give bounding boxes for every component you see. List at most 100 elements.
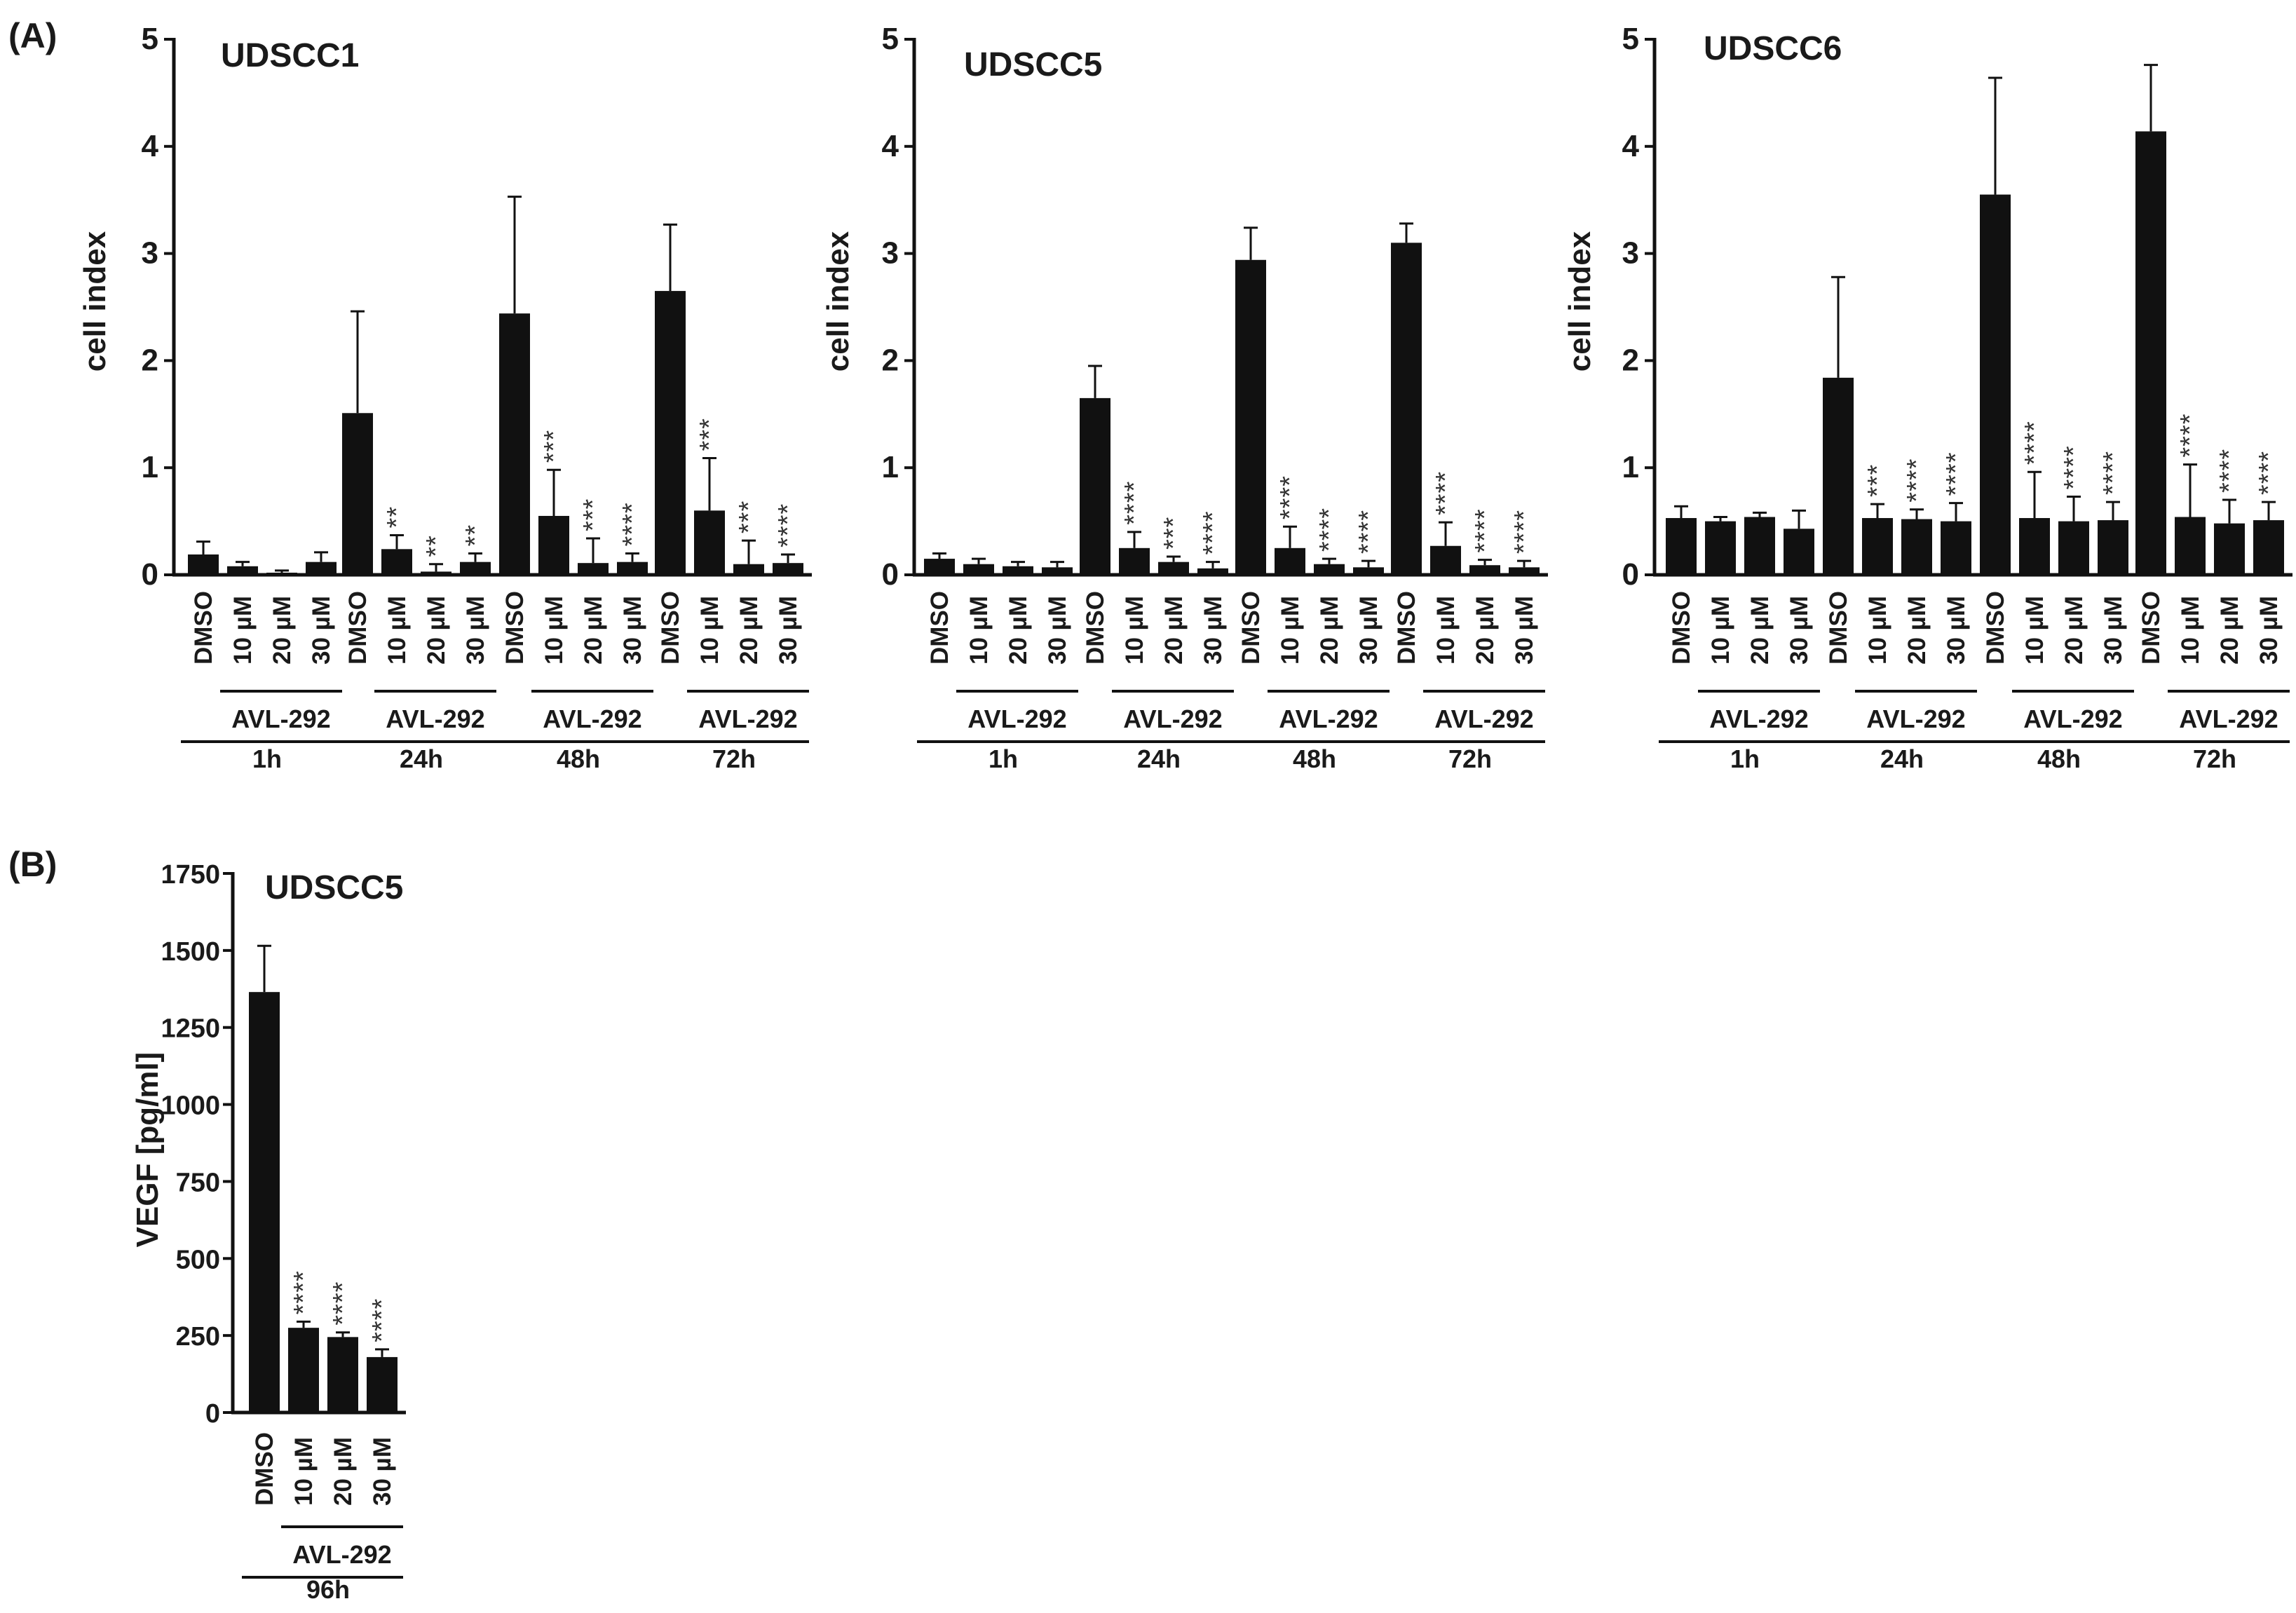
category-label: 10 µM [2177, 596, 2204, 665]
category-label: 30 µM [1200, 596, 1227, 665]
treatment-label: AVL-292 [698, 705, 797, 733]
significance-marker: **** [1470, 508, 1500, 552]
bar [924, 559, 955, 575]
treatment-label: AVL-292 [1279, 705, 1378, 733]
bar [1509, 567, 1540, 575]
bar [1941, 521, 1971, 575]
treatment-label: AVL-292 [1434, 705, 1533, 733]
category-label: 30 µM [775, 596, 802, 665]
y-axis-label: VEGF [pg/ml] [130, 1052, 165, 1248]
category-label: 20 µM [2216, 596, 2243, 665]
bar [2175, 517, 2206, 575]
significance-marker: **** [2098, 451, 2128, 495]
y-tick-label: 1 [882, 450, 899, 484]
significance-marker: ** [382, 506, 412, 529]
time-label: 24h [1880, 744, 1924, 773]
significance-marker: **** [1275, 475, 1305, 519]
y-tick-label: 0 [142, 557, 158, 592]
bar [2058, 521, 2089, 575]
y-axis-label: cell index [821, 231, 855, 372]
category-label: 30 µM [308, 596, 335, 665]
category-label: 10 µM [541, 596, 568, 665]
category-label: 20 µM [735, 596, 763, 665]
bar [1901, 519, 1932, 575]
y-tick-label: 1 [142, 450, 158, 484]
chart-udscc5: UDSCC5 0 1 2 3 4 5 cell index DMSO 10 µM 20 µM 30 … [821, 22, 1548, 773]
category-label: 10 µM [383, 596, 411, 665]
bar [1275, 547, 1305, 575]
treatment-label: AVL-292 [543, 705, 641, 733]
bar [421, 571, 451, 575]
significance-marker: ** [461, 524, 490, 547]
bar [2135, 131, 2166, 575]
category-label: DMSO [190, 591, 217, 665]
chart-vegf: UDSCC5 0 250 500 750 1000 1250 1500 1750 VEGF [p… [130, 860, 406, 1604]
time-label: 1h [252, 744, 282, 773]
category-label: 10 µM [1432, 596, 1460, 665]
category-label: 10 µM [1707, 596, 1734, 665]
bar [578, 563, 609, 575]
y-tick-label: 750 [176, 1168, 220, 1197]
significance-marker: **** [1941, 451, 1971, 496]
bar [306, 562, 337, 575]
category-label: 20 µM [423, 596, 450, 665]
significance-marker: *** [695, 418, 724, 451]
treatment-label: AVL-292 [2023, 705, 2122, 733]
time-label: 72h [712, 744, 756, 773]
time-label: 48h [557, 744, 600, 773]
treatment-label: AVL-292 [292, 1540, 391, 1569]
significance-marker: **** [1354, 510, 1383, 554]
category-label: 10 µM [1277, 596, 1304, 665]
bar [2214, 523, 2245, 575]
bar [1235, 259, 1266, 575]
bar [367, 1356, 398, 1413]
category-label: 20 µM [1316, 596, 1343, 665]
significance-marker: **** [1902, 458, 1931, 503]
y-tick-label: 0 [882, 557, 899, 592]
time-label: 96h [306, 1575, 350, 1604]
category-label: DMSO [1237, 591, 1265, 665]
y-tick-label: 1750 [161, 860, 220, 890]
time-label: 24h [1137, 744, 1181, 773]
category-label: DMSO [1393, 591, 1420, 665]
category-label: 20 µM [1903, 596, 1931, 665]
panel-label-b: (B) [8, 845, 57, 884]
y-tick-label: 2 [142, 343, 158, 377]
bar [2019, 518, 2050, 575]
significance-marker: **** [2175, 413, 2205, 457]
category-label: 20 µM [580, 596, 607, 665]
significance-marker: *** [539, 430, 569, 463]
time-label: 24h [400, 744, 443, 773]
bar [617, 562, 648, 575]
bar [963, 564, 994, 575]
y-tick-label: 1250 [161, 1014, 220, 1044]
category-label: 10 µM [1864, 596, 1891, 665]
bar [1003, 566, 1033, 575]
significance-marker: **** [2215, 449, 2244, 493]
y-tick-label: 5 [142, 22, 158, 56]
bar [227, 566, 258, 575]
category-label: 30 µM [1511, 596, 1538, 665]
category-label: DMSO [926, 591, 953, 665]
bar [1980, 194, 2011, 575]
bar [1314, 564, 1345, 575]
y-tick-label: 3 [882, 236, 899, 271]
treatment-label: AVL-292 [1123, 705, 1222, 733]
treatment-label: AVL-292 [967, 705, 1066, 733]
category-label: DMSO [251, 1432, 278, 1506]
bar [288, 1328, 319, 1413]
category-label: DMSO [344, 591, 372, 665]
y-tick-label: 4 [142, 129, 159, 163]
category-label: 20 µM [1005, 596, 1032, 665]
time-label: 48h [1293, 744, 1336, 773]
chart-title-udscc1: UDSCC1 [221, 37, 359, 74]
significance-marker: ** [421, 535, 451, 557]
chart-title-vegf: UDSCC5 [265, 869, 403, 906]
significance-marker: **** [1315, 508, 1344, 552]
bar [2098, 520, 2128, 575]
category-label: 30 µM [1355, 596, 1383, 665]
chart-udscc1: UDSCC1 0 1 2 3 4 5 cell index DMSO 10 µM 20 µM 30 … [78, 22, 812, 773]
category-label: 10 µM [2021, 596, 2049, 665]
significance-marker: **** [328, 1281, 358, 1326]
